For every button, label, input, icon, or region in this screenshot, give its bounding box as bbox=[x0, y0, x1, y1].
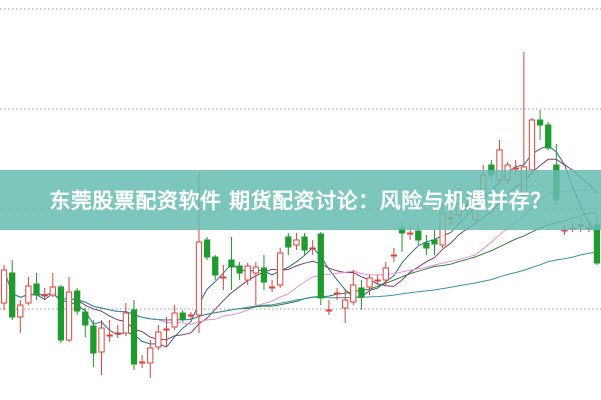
candle-body bbox=[366, 277, 373, 288]
candle-body bbox=[98, 327, 105, 353]
candle-body bbox=[277, 252, 284, 286]
candle-body bbox=[317, 233, 324, 299]
candle-body bbox=[114, 332, 121, 335]
candle-body bbox=[350, 284, 357, 303]
candle-body bbox=[244, 265, 251, 281]
candle-body bbox=[325, 309, 333, 312]
candle-body bbox=[415, 230, 422, 241]
candle-body bbox=[25, 285, 32, 304]
title-banner: 东莞股票配资软件 期货配资讨论：风险与机遇并存？ bbox=[0, 170, 601, 230]
candle-body bbox=[33, 283, 40, 296]
candle-body bbox=[65, 291, 73, 341]
candle-body bbox=[309, 247, 316, 250]
candle-body bbox=[57, 286, 65, 341]
candle-body bbox=[260, 267, 268, 283]
moving-average-line bbox=[3, 251, 597, 321]
candle-body bbox=[179, 312, 186, 320]
candle-body bbox=[545, 124, 552, 149]
candle-body bbox=[268, 286, 276, 289]
candle-body bbox=[195, 241, 203, 316]
candle-body bbox=[212, 256, 219, 276]
candle-body bbox=[512, 167, 519, 170]
candle-body bbox=[90, 325, 97, 354]
candle-body bbox=[41, 294, 48, 297]
candle-body bbox=[423, 242, 430, 249]
candle-body bbox=[536, 119, 544, 126]
candle-body bbox=[374, 279, 381, 282]
candle-body bbox=[593, 224, 601, 264]
candle-body bbox=[301, 236, 308, 251]
candle-body bbox=[358, 287, 365, 298]
candle-body bbox=[561, 229, 568, 232]
candle-body bbox=[285, 236, 292, 248]
candle-body bbox=[171, 312, 178, 328]
candle-body bbox=[252, 266, 259, 274]
candle-body bbox=[236, 265, 243, 274]
banner-title: 东莞股票配资软件 期货配资讨论：风险与机遇并存？ bbox=[49, 189, 552, 213]
candle-body bbox=[228, 259, 235, 268]
candle-body bbox=[49, 286, 56, 296]
candle-body bbox=[528, 119, 536, 171]
candle-body bbox=[9, 272, 16, 318]
candle-body bbox=[163, 328, 170, 331]
candle-body bbox=[122, 312, 130, 334]
candle-body bbox=[138, 361, 146, 364]
candle-body bbox=[147, 347, 154, 364]
candle-body bbox=[155, 331, 162, 348]
candle-body bbox=[74, 290, 81, 312]
candle-body bbox=[293, 239, 300, 246]
candle-body bbox=[342, 299, 349, 309]
candle-body bbox=[82, 311, 89, 326]
candle-body bbox=[187, 314, 194, 317]
candle-body bbox=[382, 267, 389, 281]
candle-body bbox=[333, 292, 341, 295]
candle-body bbox=[220, 276, 227, 279]
candle-body bbox=[106, 334, 113, 337]
candle-body bbox=[17, 304, 24, 318]
candle-body bbox=[203, 239, 211, 258]
candle-body bbox=[130, 309, 138, 365]
candle-body bbox=[390, 254, 398, 257]
candle-body bbox=[407, 232, 414, 235]
candle-body bbox=[0, 269, 8, 304]
candle-body bbox=[431, 239, 438, 245]
